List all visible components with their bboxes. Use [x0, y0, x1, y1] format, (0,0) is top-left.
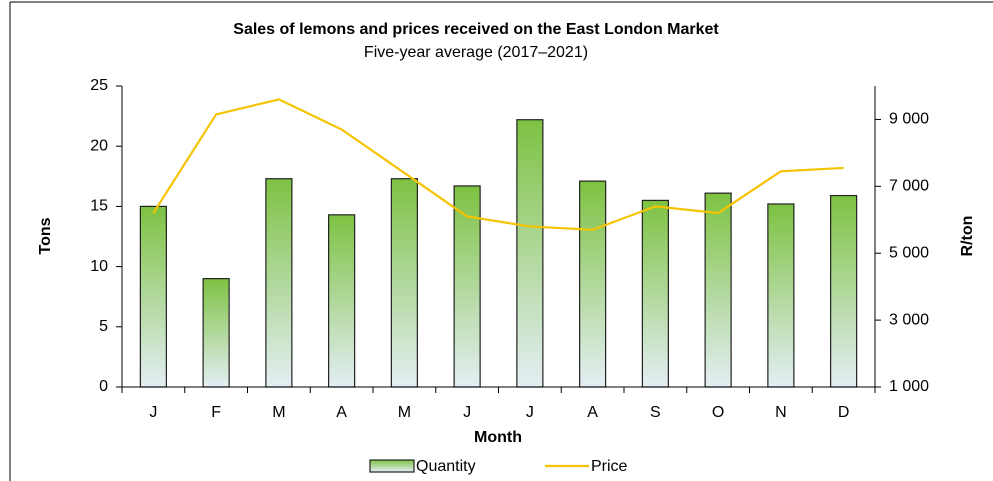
x-tick-label: D	[838, 404, 850, 421]
legend-swatch	[369, 459, 415, 473]
x-tick-label: J	[463, 404, 471, 421]
bar	[202, 278, 230, 388]
bar	[704, 192, 732, 388]
y-tick-label: 0	[99, 378, 108, 395]
chart-title: Sales of lemons and prices received on t…	[233, 21, 719, 38]
y-tick-label: 15	[90, 198, 108, 215]
bar	[516, 119, 544, 388]
bar	[767, 203, 795, 388]
y2-tick-label: 5 000	[889, 244, 929, 261]
chart-subtitle: Five-year average (2017–2021)	[364, 44, 588, 61]
x-tick-label: M	[398, 404, 411, 421]
y2-axis-title: R/ton	[959, 216, 976, 257]
x-tick-label: A	[587, 404, 598, 421]
y-axis-title: Tons	[37, 217, 54, 254]
y-tick-label: 5	[99, 318, 108, 335]
y2-tick-label: 3 000	[889, 311, 929, 328]
x-tick-label: M	[272, 404, 285, 421]
bar	[390, 178, 418, 388]
y2-tick-label: 9 000	[889, 111, 929, 128]
y-tick-label: 20	[90, 137, 108, 154]
x-axis-title: Month	[474, 429, 522, 446]
x-tick-label: F	[211, 404, 221, 421]
legend-label: Price	[591, 458, 628, 475]
bar	[265, 178, 293, 388]
x-tick-label: A	[336, 404, 347, 421]
bar	[641, 199, 669, 388]
bar	[328, 214, 356, 388]
x-tick-label: N	[775, 404, 787, 421]
bar	[579, 180, 607, 388]
x-tick-label: J	[149, 404, 157, 421]
x-tick-label: J	[526, 404, 534, 421]
bar	[830, 194, 858, 388]
bar	[139, 205, 167, 388]
y2-tick-label: 1 000	[889, 378, 929, 395]
y-tick-label: 10	[90, 258, 108, 275]
legend-label: Quantity	[416, 458, 476, 475]
x-tick-label: S	[650, 404, 661, 421]
y-tick-label: 25	[90, 77, 108, 94]
y2-tick-label: 7 000	[889, 178, 929, 195]
price-line	[152, 98, 844, 231]
x-tick-label: O	[712, 404, 724, 421]
